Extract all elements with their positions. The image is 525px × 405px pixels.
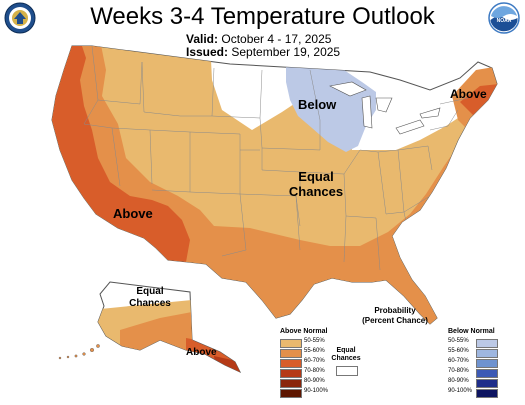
valid-value: October 4 - 17, 2025 [221, 32, 332, 46]
legend-below-row: 60-70% [270, 358, 520, 368]
equal-chances-center-line1: Equal [298, 169, 334, 184]
legend-equal-chances-swatch [336, 366, 358, 376]
legend-above-header: Above Normal [280, 328, 328, 335]
legend-above-label: 80-90% [304, 378, 325, 384]
issued-date: Issued: September 19, 2025 [186, 45, 340, 59]
legend-above-swatch [280, 359, 302, 368]
legend-below-row: 80-90% [270, 378, 520, 388]
equal-chances-alaska-line1: Equal [136, 286, 164, 297]
issued-label: Issued: [186, 45, 229, 59]
legend-above-row: 50-55% [270, 338, 520, 348]
legend-below-swatch [476, 379, 498, 388]
legend-below-label: 55-60% [448, 348, 469, 354]
legend-above-swatch [280, 349, 302, 358]
legend-above-swatch [280, 369, 302, 378]
valid-label: Valid: [186, 32, 219, 46]
legend-above-label: 60-70% [304, 358, 325, 364]
legend-above-row: 80-90% [270, 378, 520, 388]
legend-above-label: 55-60% [304, 348, 325, 354]
above-southwest-label: Above [113, 206, 153, 221]
equal-chances-center-label: Equal Chances [286, 169, 346, 200]
equal-chances-center-line2: Chances [288, 183, 344, 199]
legend-below-label: 50-55% [448, 338, 469, 344]
legend-below-swatch [476, 359, 498, 368]
great-lakes [329, 81, 441, 135]
legend-below-header: Below Normal [448, 328, 495, 335]
aleutian-islands [58, 344, 100, 360]
valid-dates: Valid: October 4 - 17, 2025 [186, 32, 331, 46]
legend-above-label: 70-80% [304, 368, 325, 374]
issued-value: September 19, 2025 [231, 45, 341, 59]
legend-above-row: 90-100% [270, 388, 520, 398]
legend-title-line2: (Percent Chance) [362, 316, 428, 325]
legend-above-swatch [280, 389, 302, 398]
below-midwest-label: Below [298, 97, 337, 112]
legend-below-row: 55-60% [270, 348, 520, 358]
legend-below-swatch [476, 339, 498, 348]
equal-chances-alaska-label: Equal Chances [124, 286, 176, 309]
legend-equal-chances-label: Equal Chances [328, 347, 364, 362]
legend-equal-line2: Chances [331, 354, 361, 362]
legend-below-swatch [476, 389, 498, 398]
legend-below-label: 90-100% [448, 388, 473, 394]
legend-below-swatch [476, 349, 498, 358]
legend-below-label: 70-80% [448, 368, 469, 374]
legend-below-label: 80-90% [448, 378, 469, 384]
equal-chances-alaska-line2: Chances [129, 297, 171, 309]
legend-below-row: 70-80% [270, 368, 520, 378]
legend-above-label: 90-100% [304, 388, 329, 394]
probability-legend: Probability (Percent Chance) Above Norma… [270, 304, 520, 404]
legend-equal-line1: Equal [336, 347, 356, 354]
legend-above-row: 55-60% [270, 348, 520, 358]
legend-below-row: 50-55% [270, 338, 520, 348]
noaa-logo-text: NOAA [497, 18, 512, 24]
legend-above-swatch [280, 379, 302, 388]
state-borders [83, 46, 469, 271]
legend-title-line1: Probability [374, 306, 416, 315]
legend-below-row: 90-100% [270, 388, 520, 398]
legend-above-row: 70-80% [270, 368, 520, 378]
noaa-logo-icon: NOAA [488, 2, 520, 34]
department-of-commerce-seal-icon [4, 2, 36, 34]
legend-above-swatch [280, 339, 302, 348]
legend-below-swatch [476, 369, 498, 378]
above-northeast-label: Above [450, 87, 487, 101]
page-title: Weeks 3-4 Temperature Outlook [90, 3, 435, 30]
legend-above-label: 50-55% [304, 338, 325, 344]
legend-below-label: 60-70% [448, 358, 469, 364]
legend-above-row: 60-70% [270, 358, 520, 368]
above-alaska-label: Above [186, 347, 217, 358]
alaska-above-70-80-region [214, 356, 240, 372]
